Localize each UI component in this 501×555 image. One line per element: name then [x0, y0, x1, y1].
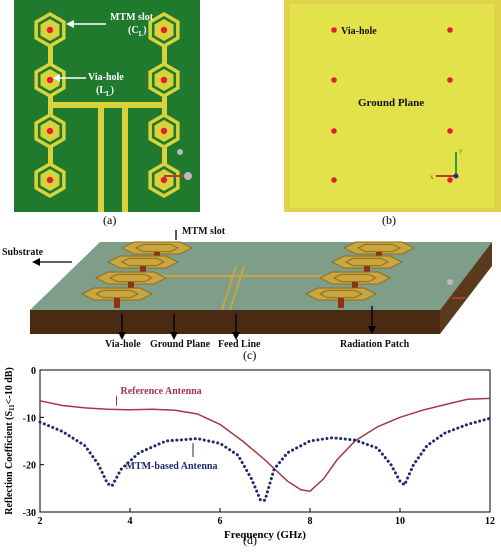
panel-b-layout: y x [284, 0, 501, 212]
x-tick-label: 10 [395, 516, 405, 527]
substrate-side-face [440, 242, 492, 334]
via-hole-dot [46, 176, 54, 184]
via-hole-3d [338, 298, 344, 308]
via-hole-label-c: Via-hole [105, 339, 141, 350]
via-hole-symbol-a: (LL) [96, 85, 115, 98]
caption-a: (a) [103, 213, 117, 227]
panel-a-layout [14, 0, 200, 212]
reflection-coefficient-chart: 2 4 6 8 10 12 0 -10 -20 -30 Frequency (GHz) Reflec… [4, 366, 495, 541]
mtm-slot-3d [318, 289, 364, 299]
axis-gizmo-b: y x [430, 147, 463, 181]
caption-c: (c) [243, 348, 257, 362]
mtm-cell-3d [120, 241, 194, 255]
x-tick-label: 2 [38, 516, 43, 527]
x-tick-label: 4 [128, 516, 133, 527]
via-hole-dot [160, 76, 168, 84]
via-hole-3d [128, 282, 134, 292]
panel-c-3d-view [30, 230, 492, 340]
y-axis-label: Reflection Coefficient (S11<-10 dB) [4, 367, 16, 515]
plot-frame [39, 369, 491, 513]
series-label-mtm: MTM-based Antenna [126, 461, 218, 472]
y-tick-label: -20 [23, 461, 36, 472]
via-hole-3d [114, 298, 120, 308]
caption-d: (d) [243, 533, 257, 547]
substrate-label: Substrate [2, 247, 44, 258]
mtm-slot-label-c: MTM slot [182, 226, 226, 237]
axis-gizmo-c [447, 279, 466, 299]
panel-a: MTM slot (CL) Via-hole (LL) [0, 0, 200, 212]
axis-gizmo [164, 149, 192, 180]
panel-b: y x Via-hole Ground Plane [284, 0, 501, 212]
via-hole-dot [160, 26, 168, 34]
via-hole-dot [331, 77, 337, 83]
via-hole-dot [331, 177, 337, 183]
svg-text:y: y [459, 147, 463, 155]
mtm-cell-3d [342, 241, 416, 255]
mtm-cell-3d [80, 287, 154, 301]
via-hole-dot [447, 177, 453, 183]
x-axis-label: Frequency (GHz) [224, 529, 306, 541]
x-tick-label: 8 [308, 516, 313, 527]
panel-c-arrowheads [32, 258, 376, 340]
mtm-slot-3d [120, 257, 166, 267]
via-hole-dot [447, 128, 453, 134]
via-hole-dot [160, 176, 168, 184]
mtm-cell-3d [304, 287, 378, 301]
x-tick-label: 6 [218, 516, 223, 527]
via-hole-dot [331, 128, 337, 134]
ground-plane-label-b: Ground Plane [358, 97, 425, 109]
via-hole-dot [46, 76, 54, 84]
series-line [38, 416, 492, 502]
ground-plane [290, 4, 494, 208]
via-hole-3d [140, 266, 146, 276]
mtm-slot-symbol-a: (CL) [128, 25, 147, 38]
via-hole-label-a: Via-hole [88, 72, 124, 83]
mtm-cell-3d [318, 271, 392, 285]
mtm-cell-3d [106, 255, 180, 269]
mtm-slot-3d [356, 243, 402, 253]
panel-d: 2 4 6 8 10 12 0 -10 -20 -30 Frequency (GHz) Reflec… [0, 362, 501, 550]
series-label-reference: Reference Antenna [121, 386, 202, 397]
mtm-slot-3d [94, 289, 140, 299]
via-hole-dot [447, 27, 453, 33]
unit-cells-3d [80, 241, 416, 308]
caption-b: (b) [382, 213, 396, 227]
svg-text:x: x [430, 173, 434, 181]
unit-cells [34, 12, 180, 198]
via-hole-dot [160, 127, 168, 135]
x-tick-label: 12 [485, 516, 495, 527]
y-tick-label: 0 [31, 366, 36, 377]
y-tick-label: -10 [23, 413, 36, 424]
substrate-front-face [30, 310, 440, 334]
microstrip-lines [48, 15, 167, 212]
via-hole-3d [364, 266, 370, 276]
mtm-slot-3d [134, 243, 180, 253]
mtm-slot-3d [108, 273, 154, 283]
feed-line-label: Feed Line [218, 339, 261, 350]
via-hole-dot [447, 77, 453, 83]
via-hole-dot [331, 27, 337, 33]
via-hole-dot [46, 26, 54, 34]
series-line [39, 397, 491, 492]
via-hole-label-b: Via-hole [341, 26, 377, 37]
mtm-slot-3d [344, 257, 390, 267]
radiation-patch-label: Radiation Patch [340, 339, 410, 350]
via-hole-dot [46, 127, 54, 135]
panel-c: MTM slot Substrate Via-hole Ground Plane… [0, 222, 501, 362]
mtm-slot-3d [332, 273, 378, 283]
via-hole-arrowhead [53, 74, 60, 82]
ground-plane-label-c: Ground Plane [150, 339, 211, 350]
mtm-slot-arrowhead [66, 20, 74, 28]
mtm-cell-3d [330, 255, 404, 269]
mtm-cell-3d [94, 271, 168, 285]
via-holes [331, 27, 453, 183]
via-hole-3d [352, 282, 358, 292]
y-tick-label: -30 [23, 508, 36, 519]
mtm-slot-label-a: MTM slot [110, 12, 154, 23]
